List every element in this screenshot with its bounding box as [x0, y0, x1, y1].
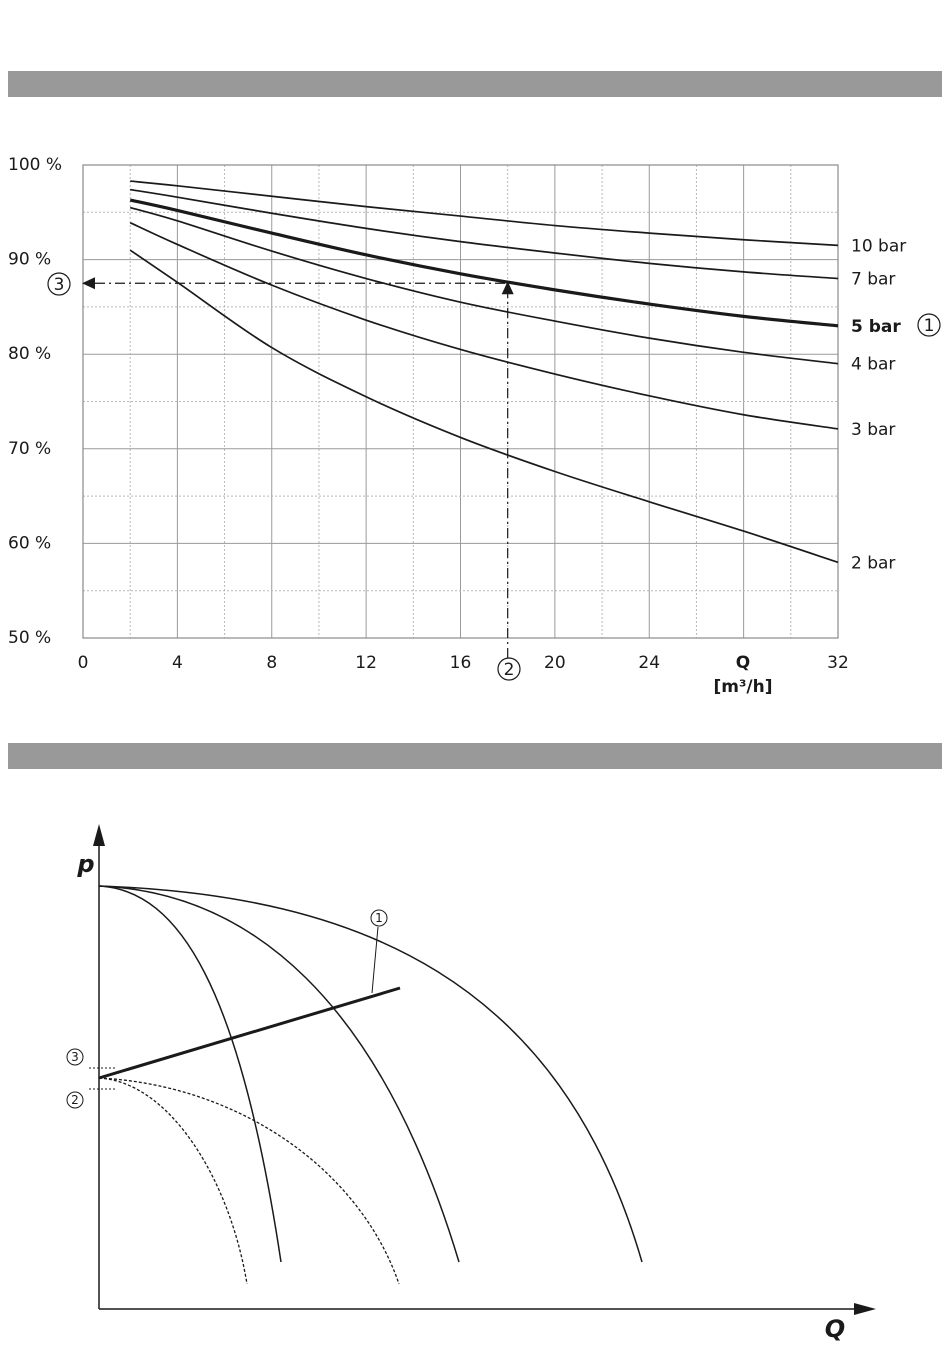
- y-tick-label: 80 %: [8, 344, 51, 364]
- pump-curve-2: [98, 885, 460, 1263]
- series-line-2-bar: [129, 249, 839, 564]
- series-label-7-bar: 7 bar: [851, 270, 895, 290]
- reduced-curve-1: [98, 1077, 248, 1285]
- pump-curve-1: [98, 885, 282, 1263]
- chart1-series-labels: 10 bar 7 bar 5 bar 4 bar 3 bar 2 bar: [851, 236, 906, 573]
- marker-3-number-b: 3: [71, 1050, 79, 1064]
- plot-frame: [82, 164, 839, 639]
- marker-3-number: 3: [54, 275, 65, 295]
- y-tick-label: 100 %: [8, 155, 62, 175]
- marker-1-number-b: 1: [375, 911, 383, 925]
- marker-3-circle-b: [66, 1048, 84, 1066]
- series-label-10-bar: 10 bar: [851, 236, 906, 256]
- q-axis-arrow: [854, 1303, 876, 1315]
- p-axis-arrow: [93, 824, 105, 846]
- y-tick-label: 70 %: [8, 439, 51, 459]
- x-tick-label: 0: [78, 653, 89, 673]
- series-line-10-bar: [130, 180, 839, 247]
- y-tick-label: 60 %: [8, 533, 51, 553]
- series-line-4-bar: [129, 206, 839, 365]
- marker-2-number-b: 2: [71, 1093, 79, 1107]
- x-tick-label: 20: [544, 653, 566, 673]
- chart1-annotations: 1 2 3 Q [m³/h]: [47, 272, 941, 697]
- control-line: [98, 986, 401, 1080]
- series-label-3-bar: 3 bar: [851, 420, 895, 440]
- reduced-curve-2: [98, 1077, 400, 1285]
- p-axis-label: p: [76, 850, 94, 878]
- x-tick-label: 24: [638, 653, 660, 673]
- marker-3-circle: [47, 272, 71, 296]
- series-line-5-bar: [129, 198, 839, 328]
- marker-2-circle-b: [66, 1091, 84, 1109]
- guide-arrow-left: [82, 277, 95, 290]
- x-axis-title: Q: [736, 653, 750, 673]
- series-line-3-bar: [129, 221, 839, 430]
- marker-1-number: 1: [924, 316, 935, 336]
- chart1-grid: [83, 165, 838, 638]
- marker-1-leader: [371, 926, 379, 994]
- series-label-4-bar: 4 bar: [851, 355, 895, 375]
- x-tick-label: 4: [172, 653, 183, 673]
- series-line-7-bar: [130, 188, 839, 280]
- pump-curve-3: [98, 885, 643, 1263]
- section-header-bar-middle: [8, 743, 942, 769]
- q-axis-label: Q: [825, 1315, 845, 1343]
- x-tick-label: 8: [266, 653, 277, 673]
- chart1-series: [129, 180, 839, 564]
- x-tick-label: 12: [355, 653, 377, 673]
- x-tick-label: 16: [450, 653, 472, 673]
- y-tick-label: 50 %: [8, 628, 51, 648]
- x-tick-label: 32: [827, 653, 849, 673]
- y-tick-label: 90 %: [8, 250, 51, 270]
- chart1-axes: [82, 164, 839, 639]
- marker-1-circle: [917, 313, 941, 337]
- series-label-2-bar: 2 bar: [851, 553, 895, 573]
- marker-2-circle: [497, 657, 521, 681]
- marker-2-number: 2: [504, 660, 515, 680]
- series-label-5-bar: 5 bar: [851, 317, 901, 337]
- section-header-bar-top: [8, 71, 942, 97]
- x-axis-unit: [m³/h]: [713, 677, 772, 697]
- chart1-tick-labels: 0 4 8 12 16 20 24 32 100 % 90 % 80 % 70 % 60 % 50 %: [8, 155, 849, 673]
- guide-arrow-up: [501, 281, 514, 295]
- marker-1-circle-b: [370, 909, 388, 927]
